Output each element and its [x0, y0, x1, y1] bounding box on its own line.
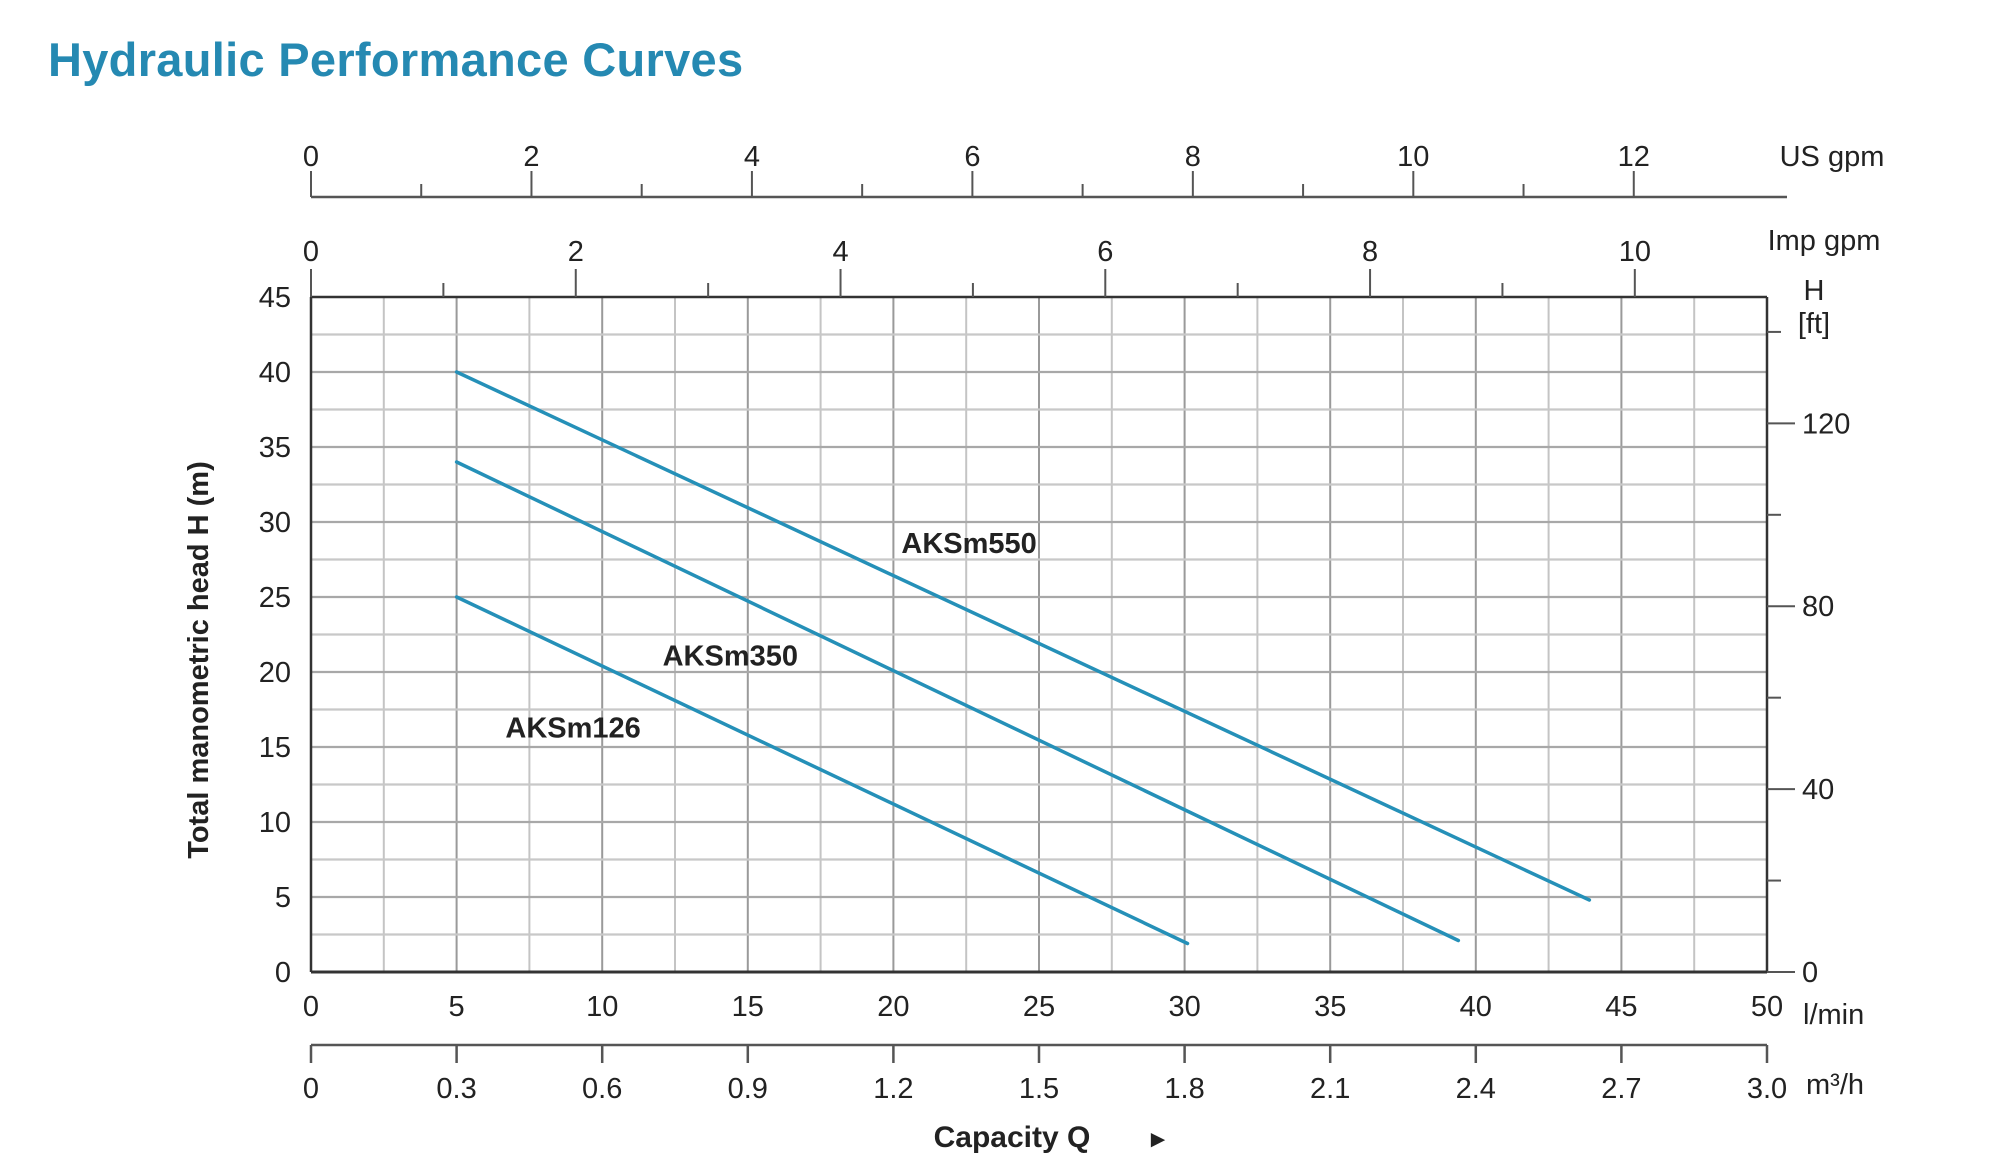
m3h-tick-label: 1.8	[1164, 1073, 1204, 1105]
x-unit-label: l/min	[1803, 999, 1864, 1031]
m3h-tick-label: 0	[303, 1073, 319, 1105]
ft-axis-label: [ft]	[1798, 308, 1830, 340]
series-label-aksm350: AKSm350	[663, 641, 798, 673]
m3h-tick-label: 1.5	[1019, 1073, 1059, 1105]
x-tick-label: 40	[1460, 991, 1492, 1023]
y-tick-label: 15	[259, 732, 291, 764]
us-gpm-tick-label: 12	[1618, 141, 1650, 173]
us-gpm-tick-label: 6	[964, 141, 980, 173]
y-axis-title: Total manometric head H (m)	[183, 461, 215, 858]
ft-tick-label: 0	[1802, 957, 1818, 989]
m3h-tick-label: 3.0	[1747, 1073, 1787, 1105]
y-tick-label: 40	[259, 357, 291, 389]
arrow-icon: ►	[1146, 1126, 1170, 1153]
imp-gpm-tick-label: 8	[1362, 236, 1378, 268]
ft-tick-label: 120	[1802, 408, 1850, 440]
ft-tick-label: 80	[1802, 591, 1834, 623]
x-tick-label: 50	[1751, 991, 1783, 1023]
us-gpm-tick-label: 0	[303, 141, 319, 173]
y-tick-label: 5	[275, 882, 291, 914]
ft-axis-label: H	[1804, 275, 1825, 307]
x-tick-label: 15	[732, 991, 764, 1023]
imp-gpm-tick-label: 6	[1097, 236, 1113, 268]
us-gpm-tick-label: 2	[523, 141, 539, 173]
us-gpm-tick-label: 10	[1397, 141, 1429, 173]
y-tick-label: 10	[259, 807, 291, 839]
m3h-tick-label: 2.1	[1310, 1073, 1350, 1105]
us-gpm-unit-label: US gpm	[1780, 141, 1885, 173]
imp-gpm-tick-label: 4	[832, 236, 848, 268]
us-gpm-tick-label: 4	[744, 141, 760, 173]
y-tick-label: 20	[259, 657, 291, 689]
y-tick-label: 30	[259, 507, 291, 539]
x-axis-title: Capacity Q	[934, 1121, 1091, 1154]
series-label-aksm550: AKSm550	[901, 528, 1036, 560]
y-tick-label: 25	[259, 582, 291, 614]
x-tick-label: 5	[449, 991, 465, 1023]
y-tick-label: 45	[259, 282, 291, 314]
ft-tick-label: 40	[1802, 774, 1834, 806]
m3h-tick-label: 1.2	[873, 1073, 913, 1105]
x-tick-label: 20	[877, 991, 909, 1023]
x-tick-label: 10	[586, 991, 618, 1023]
m3h-unit-label: m³/h	[1806, 1069, 1864, 1101]
imp-gpm-tick-label: 10	[1619, 236, 1651, 268]
x-tick-label: 0	[303, 991, 319, 1023]
x-tick-label: 45	[1605, 991, 1637, 1023]
m3h-tick-label: 0.9	[728, 1073, 768, 1105]
m3h-tick-label: 0.3	[436, 1073, 476, 1105]
series-line-aksm126	[454, 595, 1190, 946]
chart-title: Hydraulic Performance Curves	[48, 33, 744, 86]
imp-gpm-unit-label: Imp gpm	[1768, 225, 1881, 257]
us-gpm-tick-label: 8	[1185, 141, 1201, 173]
m3h-tick-label: 0.6	[582, 1073, 622, 1105]
x-tick-label: 25	[1023, 991, 1055, 1023]
series-line-aksm550	[454, 370, 1592, 902]
m3h-tick-label: 2.4	[1456, 1073, 1496, 1105]
series-line-aksm350	[454, 460, 1461, 943]
y-tick-label: 35	[259, 432, 291, 464]
series-label-aksm126: AKSm126	[505, 713, 640, 745]
m3h-tick-label: 2.7	[1601, 1073, 1641, 1105]
y-tick-label: 0	[275, 957, 291, 989]
imp-gpm-tick-label: 0	[303, 236, 319, 268]
x-tick-label: 30	[1168, 991, 1200, 1023]
x-tick-label: 35	[1314, 991, 1346, 1023]
imp-gpm-tick-label: 2	[568, 236, 584, 268]
